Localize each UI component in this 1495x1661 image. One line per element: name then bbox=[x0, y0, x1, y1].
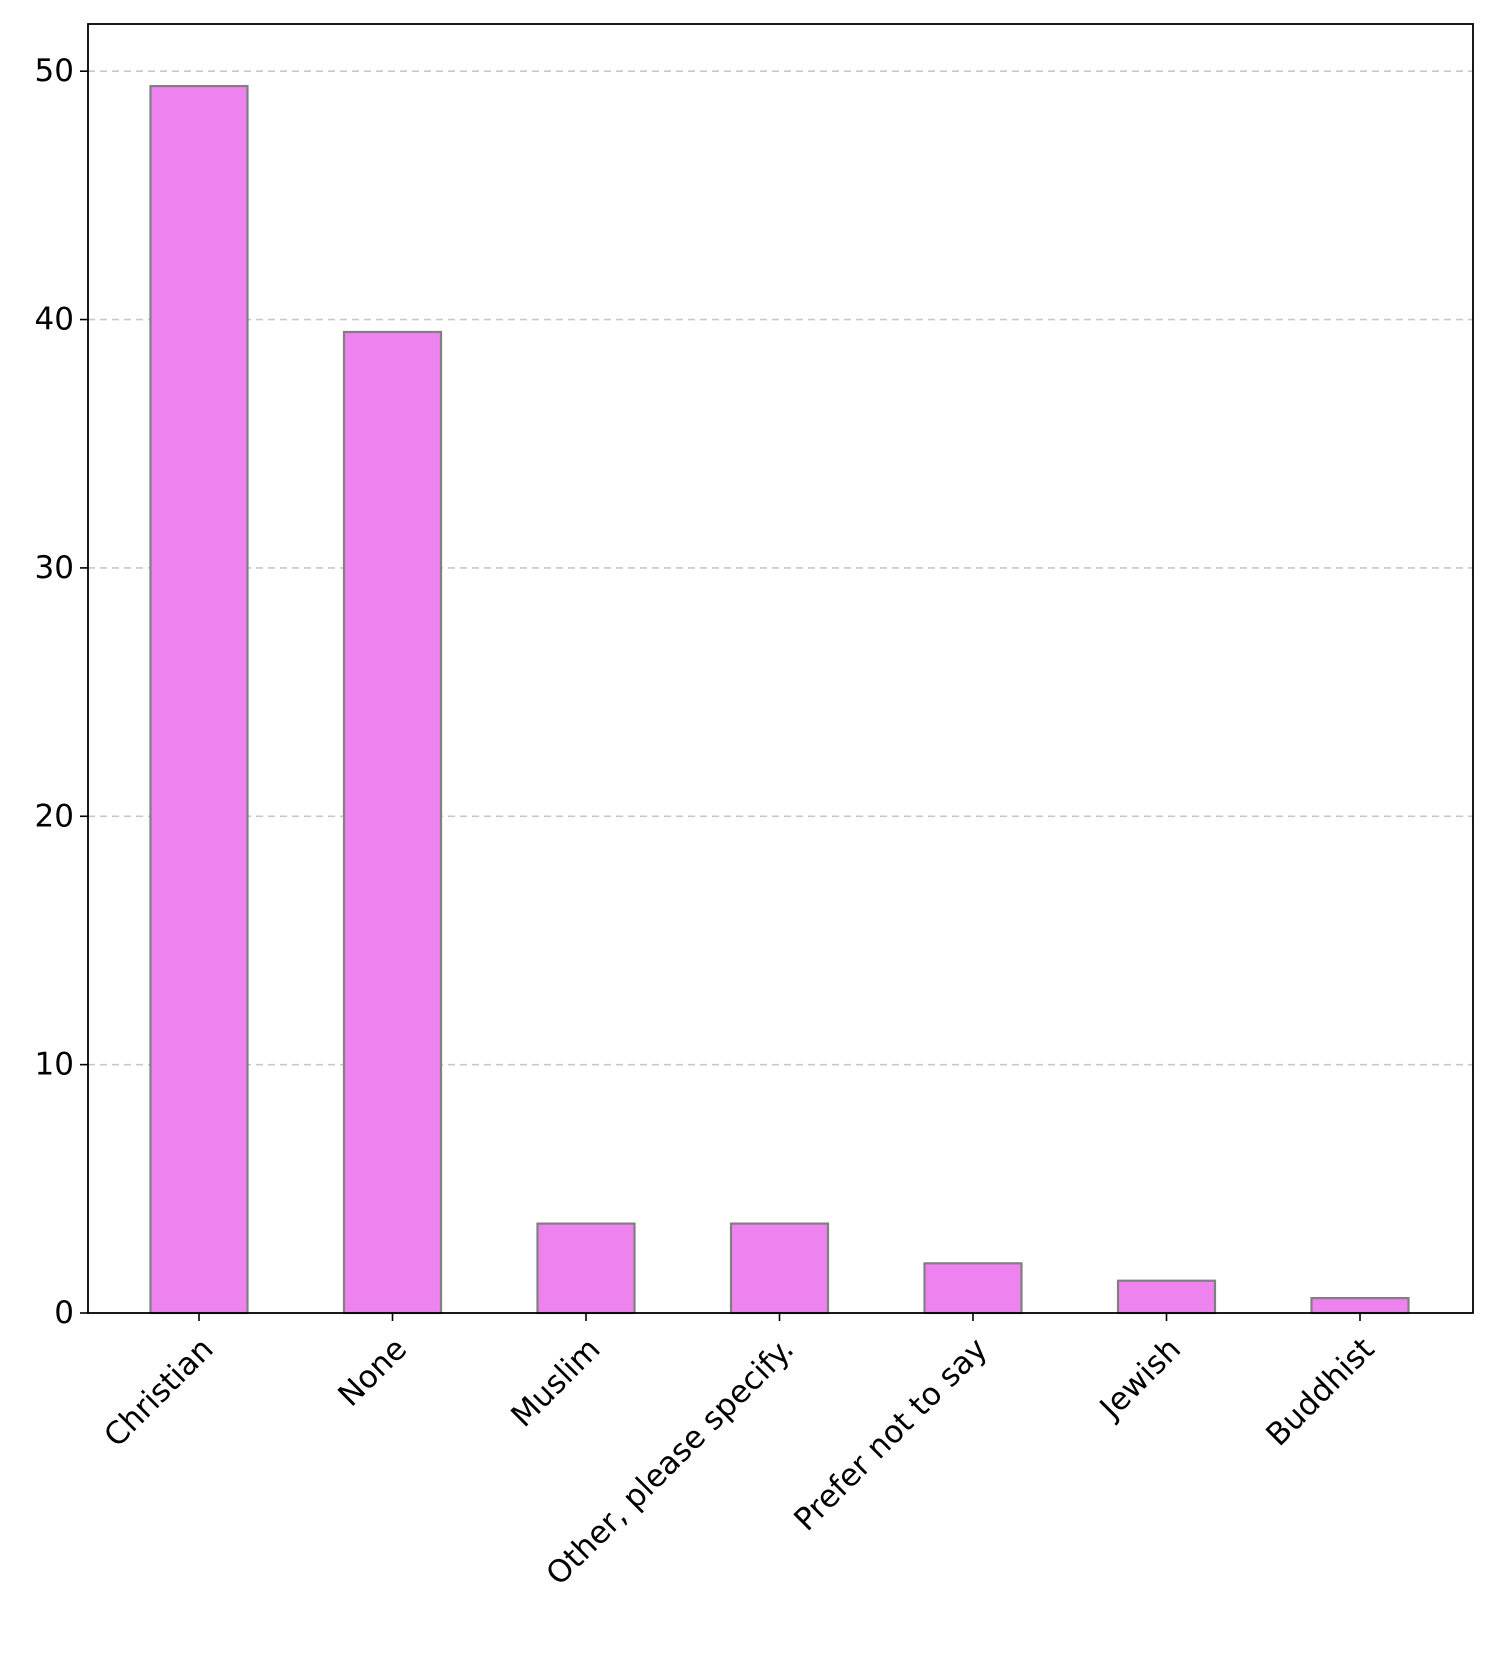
plot-frame bbox=[87, 23, 1474, 1314]
x-tick-label-1: None bbox=[331, 1331, 414, 1414]
bar-prefer-not-to-say bbox=[923, 1262, 1023, 1315]
grid-lines bbox=[88, 70, 1473, 1066]
bar-other-please-specify bbox=[729, 1222, 830, 1315]
bar-buddhist bbox=[1310, 1296, 1410, 1315]
bars bbox=[149, 84, 1410, 1315]
bar-muslim bbox=[536, 1222, 636, 1315]
y-axis-ticks: 0 10 20 30 40 50 bbox=[35, 53, 88, 1331]
bar-none bbox=[342, 330, 443, 1315]
x-tick-label-6: Buddhist bbox=[1259, 1331, 1381, 1453]
y-tick-label-50: 50 bbox=[35, 53, 74, 89]
y-tick-label-0: 0 bbox=[54, 1295, 74, 1331]
y-tick-label-20: 20 bbox=[35, 798, 74, 834]
bar-christian bbox=[149, 84, 249, 1315]
x-tick-label-5: Jewish bbox=[1092, 1331, 1188, 1427]
y-tick-label-30: 30 bbox=[35, 550, 74, 586]
x-tick-label-2: Muslim bbox=[504, 1331, 607, 1434]
x-tick-label-0: Christian bbox=[97, 1331, 220, 1454]
bar-jewish bbox=[1116, 1279, 1217, 1315]
y-tick-label-40: 40 bbox=[35, 302, 74, 338]
x-tick-label-4: Prefer not to say bbox=[787, 1331, 994, 1538]
y-tick-label-10: 10 bbox=[35, 1047, 74, 1083]
